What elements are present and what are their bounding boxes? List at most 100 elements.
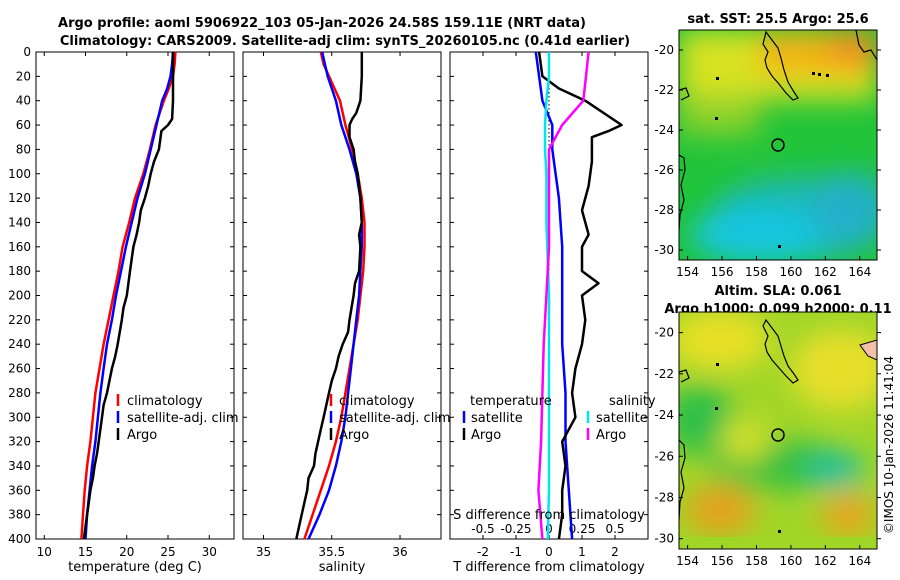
salinity-legend: climatology satellite-adj. clim Argo (329, 394, 451, 443)
x2-tick-label: 0.5 (605, 522, 624, 536)
legend-label-sal-satellite: satellite (596, 411, 648, 426)
x-tick-label: -2 (477, 545, 489, 559)
sla-coastlines (679, 318, 799, 521)
x-tick-label: 1 (578, 545, 586, 559)
salinity-ticks: 35 35.5 36 (243, 51, 441, 559)
difference-ticks: -2 -1 0 1 2-0.5 -0.25 0 0.25 0.5 (450, 51, 648, 559)
map-y-tick-label: -22 (654, 83, 674, 97)
y-tick-label: 280 (8, 386, 31, 400)
legend-label-climatology: climatology (127, 394, 203, 409)
s-difference-xlabel: S difference from climatology (453, 508, 645, 523)
y-tick-label: 400 (8, 532, 31, 546)
y-tick-label: 160 (8, 240, 31, 254)
y-tick-label: 40 (16, 94, 31, 108)
sst-map-frame (678, 29, 878, 261)
map-x-tick-label: 160 (779, 554, 802, 568)
legend-label-satellite-adj: satellite-adj. clim (127, 411, 239, 426)
y-tick-label: 240 (8, 337, 31, 351)
y-tick-label: 340 (8, 459, 31, 473)
legend-label-sal-argo: Argo (596, 428, 626, 443)
map-x-tick-label: 162 (814, 265, 837, 279)
series-satellite-adj-clim (84, 51, 175, 540)
map-y-tick-label: -26 (654, 163, 674, 177)
x-tick-label: 35 (256, 545, 271, 559)
salinity-panel: 35 35.5 36 salinity climatology satellite-… (242, 51, 451, 575)
y-tick-label: 100 (8, 167, 31, 181)
difference-legend: temperature satellite Argo salinity sate… (462, 394, 656, 443)
map-x-tick-label: 158 (745, 265, 768, 279)
map-x-tick-label: 164 (848, 554, 871, 568)
sst-coastlines (679, 30, 877, 231)
y-tick-label: 20 (16, 69, 31, 83)
main-title-line2: Climatology: CARS2009. Satellite-adj cli… (60, 34, 630, 49)
salinity-xlabel: salinity (319, 560, 366, 575)
y-tick-label: 300 (8, 410, 31, 424)
temperature-ticks: 0 20 40 60 80 100 120 140 160 180 200 220 240 260 280 3… (8, 45, 234, 559)
y-tick-label: 260 (8, 362, 31, 376)
y-tick-label: 140 (8, 215, 31, 229)
map-x-tick-label: 162 (814, 554, 837, 568)
map-x-tick-label: 156 (711, 265, 734, 279)
sla-islands (715, 363, 781, 533)
map-y-tick-label: -28 (654, 490, 674, 504)
sla-map-frame (678, 311, 878, 550)
x-tick-label: 35.5 (318, 545, 345, 559)
legend-label-satellite-adj: satellite-adj. clim (339, 411, 451, 426)
series-temperature-argo (537, 51, 623, 540)
map-y-tick-label: -22 (654, 367, 674, 381)
legend-label-temp-argo: Argo (471, 428, 501, 443)
series-climatology (80, 51, 177, 540)
t-difference-xlabel: T difference from climatology (452, 560, 645, 575)
x-tick-label: 2 (611, 545, 619, 559)
sla-map-image (679, 312, 877, 549)
legend-label-climatology: climatology (339, 394, 415, 409)
series-salinity-argo (537, 51, 590, 540)
temperature-lines (80, 51, 177, 540)
y-tick-label: 0 (23, 45, 31, 59)
map-y-tick-label: -30 (654, 532, 674, 546)
x-tick-label: 0 (545, 545, 553, 559)
y-tick-label: 180 (8, 264, 31, 278)
map-x-tick-label: 158 (745, 554, 768, 568)
map-x-tick-label: 156 (711, 554, 734, 568)
x-tick-label: 10 (37, 545, 52, 559)
legend-label-argo: Argo (339, 428, 369, 443)
x-tick-label: -1 (510, 545, 522, 559)
legend-heading-salinity: salinity (609, 394, 656, 409)
x-tick-label: 36 (392, 545, 407, 559)
map-y-tick-label: -24 (654, 123, 674, 137)
series-satellite-adj-clim (307, 51, 364, 540)
y-tick-label: 380 (8, 508, 31, 522)
map-x-tick-label: 154 (676, 554, 699, 568)
x-tick-label: 15 (78, 545, 93, 559)
y-tick-label: 60 (16, 118, 31, 132)
series-salinity-satellite (543, 52, 551, 540)
y-tick-label: 320 (8, 435, 31, 449)
sst-map-panel: sat. SST: 25.5 Argo: 25.6 (654, 12, 881, 279)
map-y-tick-label: -28 (654, 203, 674, 217)
x-tick-label: 20 (119, 545, 134, 559)
difference-panel: -2 -1 0 1 2-0.5 -0.25 0 0.25 0.5 T difference fr… (449, 51, 656, 575)
y-tick-label: 360 (8, 483, 31, 497)
sla-float-marker (771, 428, 785, 442)
sst-map-image (679, 30, 877, 260)
temperature-axes-box (35, 51, 235, 540)
difference-lines (534, 51, 623, 540)
sla-map-ticks: 154 156 158 160 162 164 -20 -22 -24 -26 -28 -30 (654, 326, 881, 568)
x2-tick-label: 0.25 (569, 522, 596, 536)
legend-label-temp-satellite: satellite (471, 411, 523, 426)
y-tick-label: 120 (8, 191, 31, 205)
legend-heading-temperature: temperature (470, 394, 552, 409)
salinity-lines (295, 51, 366, 540)
series-climatology (303, 51, 366, 540)
sla-map-panel: Altim. SLA: 0.061 Argo h1000: 0.099 h200… (654, 284, 891, 568)
imos-watermark: ©IMOS 10-Jan-2026 11:41:04 (882, 356, 896, 534)
sla-map-title: Altim. SLA: 0.061 (715, 284, 842, 299)
y-tick-label: 220 (8, 313, 31, 327)
main-title-line1: Argo profile: aoml 5906922_103 05-Jan-20… (58, 16, 586, 31)
x-tick-label: 25 (160, 545, 175, 559)
temperature-xlabel: temperature (deg C) (68, 560, 202, 575)
map-x-tick-label: 154 (676, 265, 699, 279)
map-y-tick-label: -20 (654, 43, 674, 57)
